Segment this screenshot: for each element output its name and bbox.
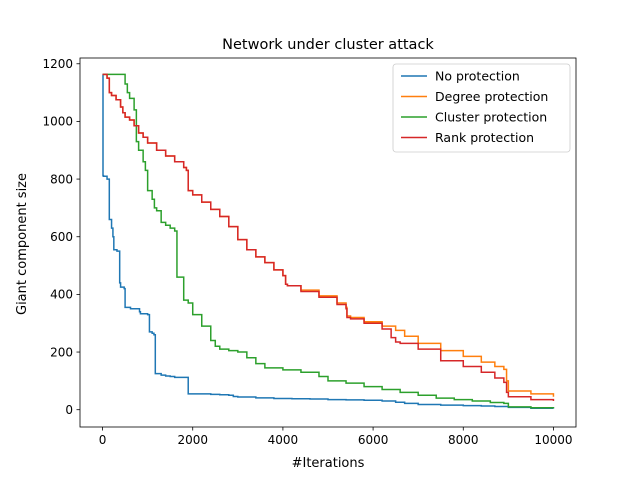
series-layer — [102, 73, 555, 410]
x-axis-label: #Iterations — [292, 456, 365, 471]
legend-label-0: No protection — [435, 69, 520, 84]
x-tick-label-0: 0 — [99, 433, 107, 447]
legend-label-1: Degree protection — [435, 89, 548, 104]
x-tick-label-4: 8000 — [448, 433, 479, 447]
y-tick-label-4: 800 — [50, 172, 73, 186]
legend: No protection Degree protection Cluster pr… — [392, 63, 571, 153]
legend-label-2: Cluster protection — [435, 110, 547, 125]
legend-label-3: Rank protection — [435, 130, 534, 145]
x-tick-label-2: 4000 — [268, 433, 299, 447]
y-tick-label-3: 600 — [50, 230, 73, 244]
chart-title: Network under cluster attack — [222, 37, 434, 53]
legend-box — [392, 63, 571, 153]
y-tick-label-6: 1200 — [42, 57, 73, 71]
x-tick-label-3: 6000 — [358, 433, 389, 447]
plot-frame — [79, 57, 577, 428]
y-tick-label-2: 400 — [50, 288, 73, 302]
series-line-3 — [102, 73, 555, 402]
x-tick-label-5: 10000 — [534, 433, 572, 447]
y-tick-label-1: 200 — [50, 345, 73, 359]
y-axis-label: Giant component size — [15, 173, 30, 315]
series-line-0 — [102, 73, 555, 410]
x-tick-label-1: 2000 — [177, 433, 208, 447]
y-tick-label-0: 0 — [65, 403, 73, 417]
y-tick-label-5: 1000 — [42, 115, 73, 129]
axes-layer: 0 2000 4000 6000 8000 10000 0 200 400 600 800 1000 1… — [42, 57, 577, 447]
series-line-2 — [102, 73, 555, 409]
